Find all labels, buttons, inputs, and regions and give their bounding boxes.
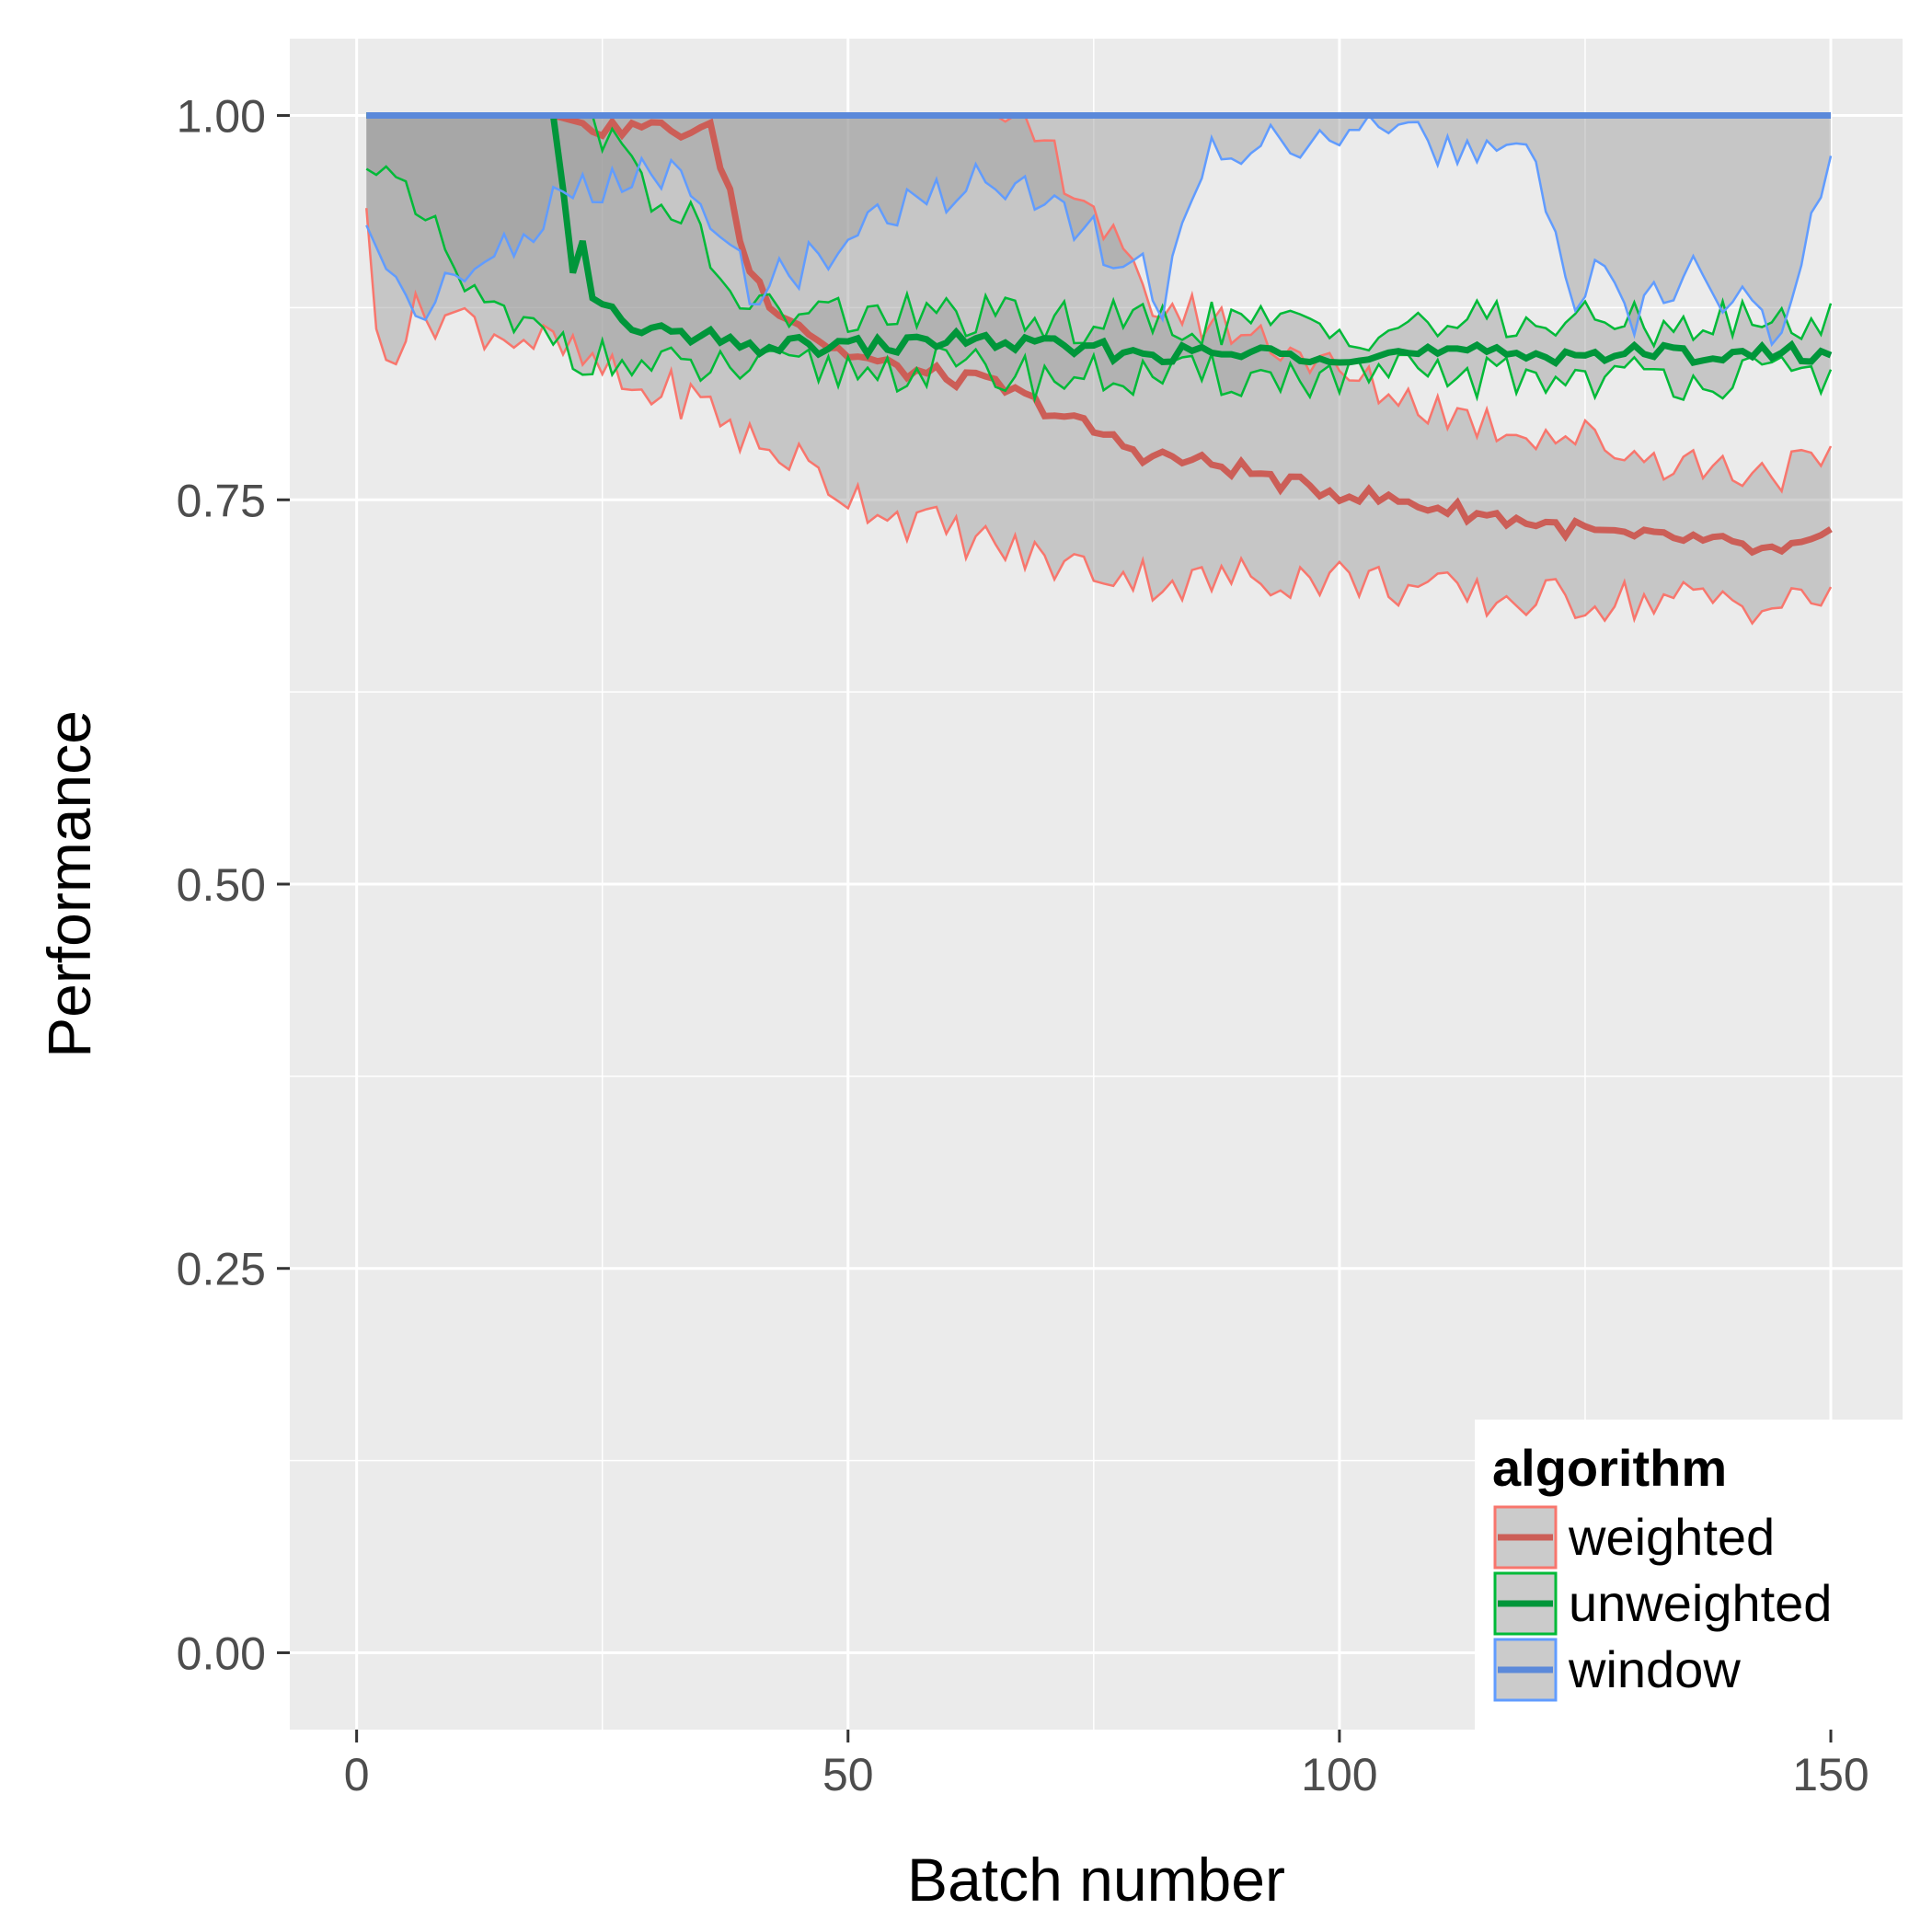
x-tick-label: 150 [1792,1749,1869,1800]
x-axis-title: Batch number [907,1846,1285,1914]
series-lines [365,112,1833,626]
upper-line-unweighted [366,114,1833,352]
legend-label-weighted: weighted [1568,1508,1775,1566]
y-tick-label: 0.75 [177,475,266,526]
lower-line-window [365,113,1833,348]
mean-line-unweighted [366,112,1833,367]
ribbon-window [366,115,1831,345]
y-axis-title: Performance [35,710,103,1058]
lower-line-unweighted [365,165,1833,404]
y-tick-label: 0.25 [177,1244,266,1295]
y-axis: 0.00 0.25 0.50 0.75 1.00 [177,91,290,1679]
legend-label-window: window [1568,1640,1741,1698]
legend-item-weighted: weighted [1493,1505,1775,1570]
x-tick-label: 100 [1301,1749,1377,1800]
legend-items: weighted unweighted window [1493,1505,1832,1702]
legend: algorithm weighted unweighted window [1475,1420,1932,1730]
x-tick-label: 50 [822,1749,874,1800]
mean-line-weighted [366,112,1833,557]
y-tick-label: 1.00 [177,91,266,143]
lower-line-weighted [365,208,1833,626]
legend-title: algorithm [1492,1439,1727,1497]
x-tick-label: 0 [344,1749,370,1800]
y-tick-label: 0.00 [177,1627,266,1679]
y-tick-label: 0.50 [177,859,266,911]
x-axis: 0 50 100 150 [344,1730,1869,1800]
legend-label-unweighted: unweighted [1569,1574,1832,1632]
legend-item-window: window [1493,1638,1741,1702]
legend-item-unweighted: unweighted [1493,1571,1832,1636]
ribbon-unweighted [366,115,1831,400]
